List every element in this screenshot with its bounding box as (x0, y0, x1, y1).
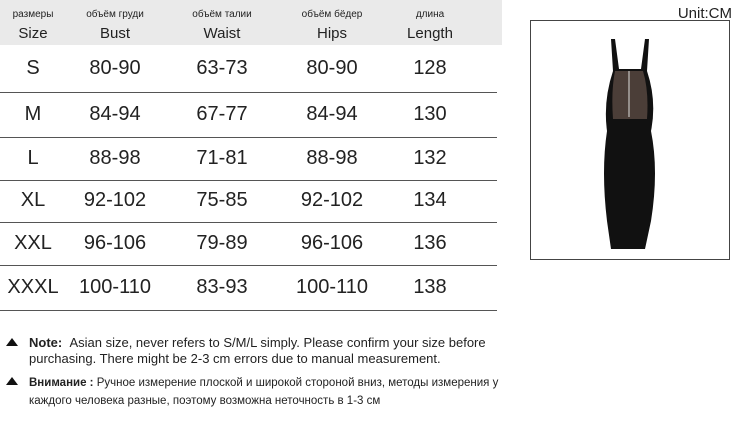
header-en: Hips (316, 25, 348, 42)
table-cell: 132 (413, 146, 447, 169)
row-divider (0, 310, 497, 311)
table-cell: 92-102 (83, 189, 147, 211)
table-cell: 63-73 (196, 56, 248, 79)
header-en: Bust (99, 25, 131, 42)
table-cell: 130 (413, 102, 447, 125)
header-bg (0, 0, 502, 45)
table-cell: 71-81 (196, 146, 248, 169)
table-cell: 136 (413, 231, 447, 254)
table-cell: 83-93 (196, 275, 248, 298)
table-cell: XXL (14, 231, 52, 254)
note-label: Note: (29, 335, 63, 350)
row-divider (0, 265, 497, 266)
header-en: Size (18, 25, 48, 42)
dress (604, 39, 655, 249)
header-en: Length (407, 25, 453, 42)
table-cell: 88-98 (306, 146, 358, 169)
header-ru: объём груди (86, 9, 144, 20)
table-cell: XXXL (7, 275, 59, 298)
table-cell: 88-98 (89, 146, 141, 169)
table-cell: 80-90 (89, 56, 141, 79)
note-label: Внимание : (29, 377, 94, 389)
table-cell: 100-110 (79, 275, 151, 298)
table-cell: M (24, 102, 42, 125)
table-cell: 75-85 (196, 189, 248, 211)
header-ru: объём талии (192, 9, 252, 20)
header-ru: объём бёдер (301, 9, 363, 20)
table-cell: 100-110 (296, 275, 368, 298)
table-cell: 134 (413, 189, 447, 211)
note-text: Asian size, never refers to S/M/L simply… (29, 335, 486, 366)
table-cell: 128 (413, 56, 447, 79)
note-text: Ручное измерение плоской и широкой сторо… (29, 377, 499, 407)
table-cell: 84-94 (306, 102, 358, 125)
table-cell: 92-102 (300, 189, 364, 211)
table-cell: 79-89 (196, 231, 248, 254)
table-cell: 96-106 (300, 231, 364, 254)
product-image (530, 20, 730, 260)
header-ru: размеры (12, 9, 54, 20)
unit: Unit:CM (677, 5, 732, 22)
table-cell: S (26, 56, 40, 79)
table-cell: 67-77 (196, 102, 248, 125)
table-cell: 96-106 (83, 231, 147, 254)
table-cell: XL (20, 189, 46, 211)
row-divider (0, 180, 497, 181)
row-divider (0, 92, 497, 93)
table-cell: 80-90 (306, 56, 358, 79)
note-icons (6, 338, 18, 385)
header-ru: длина (415, 9, 445, 20)
table-cell: 84-94 (89, 102, 141, 125)
header-en: Waist (203, 25, 241, 42)
note-ru: Внимание : Ручное измерение плоской и ши… (29, 374, 514, 410)
row-divider (0, 222, 497, 223)
row-divider (0, 137, 497, 138)
table-cell: L (27, 146, 39, 169)
table-cell: 138 (413, 275, 447, 298)
note-en: Note: Asian size, never refers to S/M/L … (29, 335, 514, 367)
